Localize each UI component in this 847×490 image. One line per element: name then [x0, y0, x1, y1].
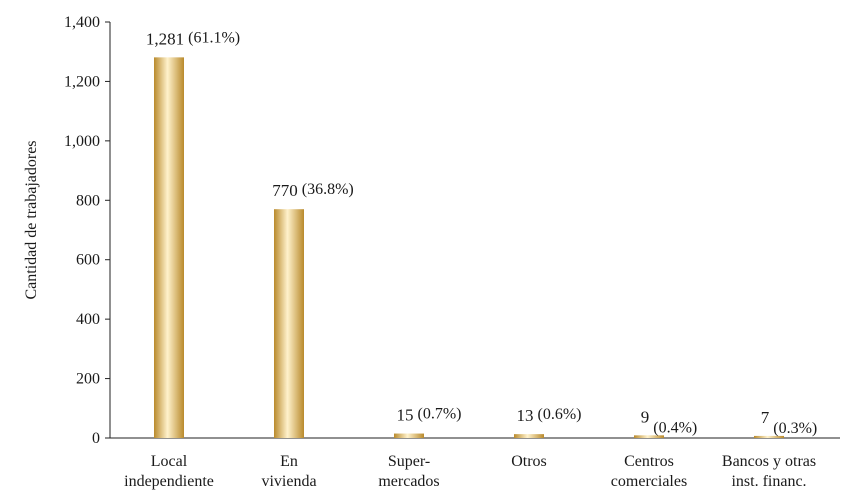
y-tick-label: 400	[76, 311, 100, 328]
y-axis-label: Cantidad de trabajadores	[23, 140, 40, 299]
axes	[109, 22, 840, 439]
percent-label: (36.8%)	[302, 181, 354, 198]
bar	[514, 434, 544, 438]
bar	[754, 435, 784, 438]
value-label: 7	[761, 408, 770, 427]
y-axis-label-group: Cantidad de trabajadores	[23, 140, 40, 299]
bar	[154, 57, 184, 439]
category-label-line: Bancos y otras	[722, 453, 816, 470]
bars	[154, 57, 784, 439]
value-label: 1,281	[146, 29, 184, 48]
category-label-line: comerciales	[611, 473, 687, 490]
y-tick-label: 1,400	[64, 14, 100, 31]
y-axis-ticks: 0 200 400 600 800 1,000 1,200 1,400	[64, 14, 110, 447]
category-label-line: mercados	[378, 473, 439, 490]
category-label: Super-mercados	[378, 453, 439, 490]
bar	[274, 209, 304, 438]
category-label: Centros comerciales	[611, 453, 687, 490]
percent-label: (0.7%)	[418, 406, 462, 423]
category-label: En vivienda	[261, 453, 316, 490]
y-tick-label: 0	[92, 430, 100, 447]
value-label: 15	[397, 406, 414, 425]
percent-label: (0.6%)	[538, 406, 582, 423]
percent-label: (0.4%)	[653, 419, 697, 436]
category-label: Local independiente	[124, 453, 214, 490]
category-label-line: Super-	[388, 453, 430, 470]
value-label: 9	[641, 407, 650, 426]
percent-label: (61.1%)	[188, 29, 240, 46]
category-label-line: inst. financ.	[731, 473, 806, 490]
y-tick-label: 600	[76, 252, 100, 269]
y-tick-label: 800	[76, 192, 100, 209]
bar	[634, 435, 664, 438]
percent-label: (0.3%)	[773, 420, 817, 437]
y-tick-label: 1,000	[64, 133, 100, 150]
category-label: Bancos y otras inst. financ.	[722, 453, 816, 490]
value-label: 13	[517, 406, 534, 425]
category-label-line: Centros	[624, 453, 674, 470]
bar	[394, 433, 424, 438]
category-label-line: independiente	[124, 473, 214, 490]
y-tick-label: 1,200	[64, 73, 100, 90]
category-label-line: Local	[151, 453, 188, 470]
y-tick-label: 200	[76, 371, 100, 388]
category-label-line: Otros	[511, 453, 547, 470]
value-label: 770	[272, 181, 298, 200]
x-axis-categories: Local independiente En vivienda Super-mercad…	[124, 453, 816, 490]
category-label-line: En	[280, 453, 298, 470]
category-label: Otros	[511, 453, 547, 470]
data-labels: 1,281 (61.1%)770 (36.8%)15 (0.7%) 13 (0.6%) 9(…	[146, 29, 817, 437]
category-label-line: vivienda	[261, 473, 316, 490]
